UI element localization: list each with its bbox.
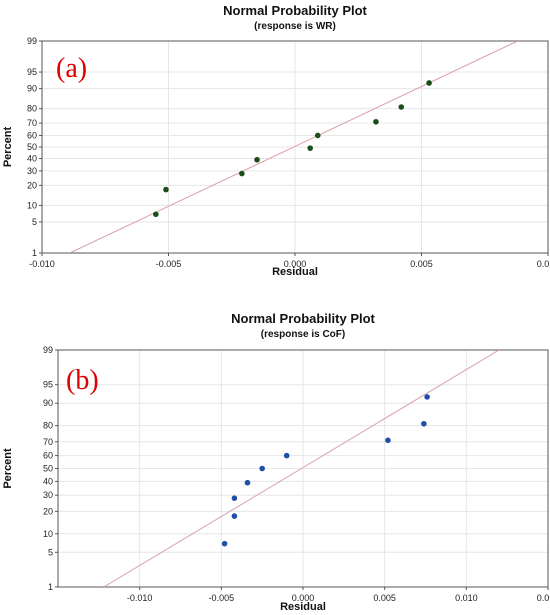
x-tick-label: 0.010 xyxy=(455,593,478,603)
grid-lines xyxy=(58,349,548,588)
x-tick-label: -0.005 xyxy=(156,259,182,269)
data-point xyxy=(239,170,245,177)
x-ticks: -0.010 -0.005 0.000 0.005 0.010 xyxy=(29,253,550,269)
fit-line xyxy=(69,41,518,253)
data-point xyxy=(163,186,169,193)
y-tick-label: 40 xyxy=(27,154,37,164)
data-point xyxy=(424,394,430,400)
y-tick-label: 5 xyxy=(48,547,53,557)
y-tick-label: 95 xyxy=(43,380,53,390)
y-tick-label: 80 xyxy=(43,421,53,431)
x-tick-label: 0.005 xyxy=(373,593,396,603)
data-point xyxy=(259,465,265,472)
y-tick-label: 60 xyxy=(27,130,37,140)
y-tick-label: 20 xyxy=(27,180,37,190)
data-point xyxy=(426,80,432,86)
y-tick-label: 90 xyxy=(43,398,53,408)
x-tick-label: 0.005 xyxy=(410,259,433,269)
y-axis-label: Percent xyxy=(2,448,14,489)
data-point xyxy=(231,513,238,519)
data-point xyxy=(421,420,427,427)
y-tick-label: 50 xyxy=(27,142,37,152)
y-ticks: 1 5 10 20 30 40 50 60 70 80 90 95 99 xyxy=(43,345,58,592)
x-tick-label: 0.015 xyxy=(537,593,550,603)
y-tick-label: 20 xyxy=(43,506,53,516)
data-point xyxy=(244,479,251,486)
y-tick-label: 1 xyxy=(48,582,53,592)
chart-panel-a: Normal Probability Plot (response is WR) 1… xyxy=(2,3,550,278)
data-point xyxy=(254,156,260,163)
x-ticks: -0.010 -0.005 0.000 0.005 0.010 0.015 xyxy=(127,587,550,603)
x-tick-label: 0.000 xyxy=(284,259,307,269)
y-tick-label: 80 xyxy=(27,104,37,114)
data-point xyxy=(307,145,313,151)
data-point xyxy=(385,437,391,444)
panel-tag: (a) xyxy=(56,53,87,84)
data-points xyxy=(153,80,432,218)
y-tick-label: 99 xyxy=(43,345,53,355)
x-tick-label: 0.010 xyxy=(537,259,550,269)
y-tick-label: 30 xyxy=(43,490,53,500)
chart-subtitle: (response is CoF) xyxy=(261,329,345,340)
x-tick-label: 0.000 xyxy=(292,593,315,603)
chart-subtitle: (response is WR) xyxy=(254,21,336,32)
chart-title: Normal Probability Plot xyxy=(231,311,375,326)
data-point xyxy=(398,104,405,110)
y-tick-label: 99 xyxy=(27,36,37,46)
panel-tag: (b) xyxy=(66,365,99,396)
data-point xyxy=(153,211,159,218)
chart-panel-b: Normal Probability Plot (response is CoF)… xyxy=(2,311,550,613)
x-axis-label: Residual xyxy=(272,266,318,278)
x-tick-label: -0.005 xyxy=(209,593,235,603)
y-tick-label: 10 xyxy=(43,529,53,539)
y-tick-label: 90 xyxy=(27,84,37,94)
data-point xyxy=(373,118,379,125)
data-point xyxy=(283,452,290,459)
y-tick-label: 1 xyxy=(32,248,37,258)
y-tick-label: 30 xyxy=(27,166,37,176)
x-tick-label: -0.010 xyxy=(127,593,153,603)
chart-title: Normal Probability Plot xyxy=(223,3,367,18)
data-point xyxy=(231,495,238,501)
x-axis-label: Residual xyxy=(280,601,326,613)
data-points xyxy=(221,394,430,547)
data-point xyxy=(314,132,321,139)
y-tick-label: 70 xyxy=(43,437,53,447)
x-tick-label: -0.010 xyxy=(29,259,55,269)
fit-line xyxy=(103,350,500,587)
y-tick-label: 40 xyxy=(43,476,53,486)
y-axis-label: Percent xyxy=(2,126,14,167)
y-tick-label: 10 xyxy=(27,200,37,210)
y-tick-label: 60 xyxy=(43,451,53,461)
y-tick-label: 50 xyxy=(43,464,53,474)
y-tick-label: 5 xyxy=(32,217,37,227)
y-tick-label: 95 xyxy=(27,67,37,77)
y-ticks: 1 5 10 20 30 40 50 60 70 80 90 95 99 xyxy=(27,36,42,258)
grid-lines xyxy=(42,40,548,254)
data-point xyxy=(221,540,228,547)
y-tick-label: 70 xyxy=(27,118,37,128)
